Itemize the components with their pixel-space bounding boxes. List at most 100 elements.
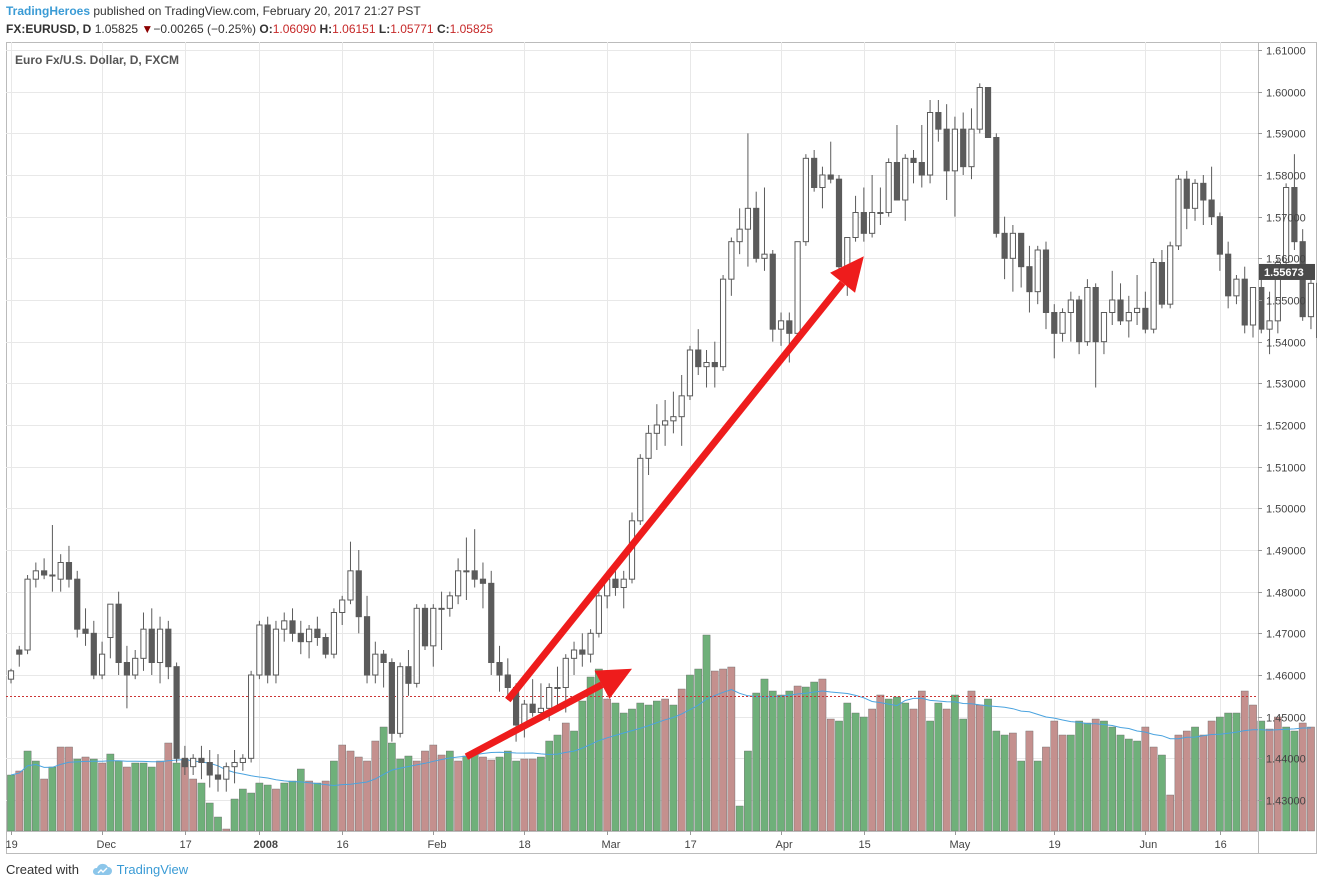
volume-bar	[561, 722, 570, 832]
volume-bar	[247, 792, 255, 832]
candle-body	[893, 162, 901, 201]
volume-bar	[487, 759, 496, 832]
volume-bar	[363, 760, 371, 832]
volume-bar	[379, 726, 388, 832]
volume-bar	[528, 758, 537, 832]
candle-body	[314, 628, 321, 639]
candle-body	[711, 362, 718, 368]
candle-body	[156, 628, 164, 664]
candle-body	[728, 241, 735, 280]
volume-bar	[611, 702, 620, 832]
tradingview-link[interactable]: TradingView	[116, 862, 189, 877]
volume-bar	[586, 676, 595, 832]
volume-bar	[454, 760, 462, 832]
candle-body	[65, 562, 73, 580]
candle-body	[214, 774, 222, 780]
candle-body	[678, 395, 685, 418]
candle-body	[7, 670, 15, 680]
candle-body	[960, 128, 967, 168]
trend-arrow-head	[594, 668, 632, 699]
candle-body	[380, 653, 387, 664]
volume-bar	[1257, 720, 1266, 832]
y-tick-label: 1.53000	[1266, 379, 1306, 391]
candle-body	[1216, 216, 1223, 255]
volume-bar	[156, 760, 164, 832]
volume-bar	[1207, 720, 1216, 832]
volume-bar	[98, 762, 106, 832]
volume-bar	[139, 762, 148, 832]
price-axis[interactable]: 1.61000 1.60000 1.59000 1.58000 1.57000 1.560…	[1258, 46, 1306, 808]
y-tick-label: 1.49000	[1266, 546, 1306, 558]
price-chart[interactable]: 1.61000 1.60000 1.59000 1.58000 1.57000 1.560…	[6, 42, 1317, 854]
low-value: 1.05771	[390, 22, 434, 36]
candle-body	[372, 653, 379, 676]
volume-bar	[462, 755, 471, 832]
volume-bar	[1050, 720, 1059, 832]
candle-body	[190, 757, 197, 768]
candle-body	[993, 137, 1000, 234]
volume-bar	[338, 744, 347, 832]
candle-body	[123, 662, 131, 676]
volume-bar	[1224, 712, 1232, 832]
candle-body	[488, 582, 495, 664]
volume-bar	[197, 782, 206, 832]
candle-body	[703, 362, 710, 368]
volume-bar	[810, 681, 818, 832]
y-tick-label: 1.44000	[1266, 754, 1306, 766]
volume-bar	[653, 700, 661, 832]
volume-bar	[305, 780, 313, 832]
y-tick-label: 1.61000	[1266, 46, 1306, 58]
volume-bar	[1199, 734, 1208, 832]
y-tick-label: 1.54000	[1266, 338, 1306, 350]
volume-bar	[280, 782, 289, 832]
candle-body	[637, 457, 644, 522]
volume-bar	[570, 730, 578, 832]
volume-bar	[131, 762, 139, 832]
x-tick-label: 19	[1049, 839, 1061, 851]
candle-body	[686, 349, 694, 397]
published-text: published on TradingView.com, February 2…	[93, 4, 421, 18]
volume-bar	[752, 692, 760, 832]
candle-body	[82, 628, 89, 634]
volume-bar	[106, 753, 115, 832]
chart-title: Euro Fx/U.S. Dollar, D, FXCM	[15, 53, 179, 67]
x-tick-label: Apr	[776, 839, 793, 851]
x-tick-label: Feb	[428, 839, 447, 851]
volume-bar	[785, 690, 794, 832]
candle-body	[835, 178, 843, 268]
candle-body	[1009, 232, 1016, 259]
candle-body	[339, 599, 346, 614]
candle-body	[902, 157, 909, 201]
created-with-label: Created with	[6, 862, 79, 877]
volume-bar	[32, 760, 40, 832]
candle-body	[1241, 278, 1248, 326]
volume-bar	[230, 798, 239, 832]
volume-bar	[1100, 720, 1108, 832]
y-tick-label: 1.46000	[1266, 671, 1306, 683]
candle-body	[355, 570, 362, 618]
volume-bar	[1124, 738, 1133, 832]
candle-body	[16, 649, 23, 655]
volume-bar	[768, 690, 777, 832]
volume-bar	[636, 702, 645, 832]
tradingview-cloud-icon	[91, 863, 113, 879]
volume-bar	[818, 678, 827, 832]
high-value: 1.06151	[332, 22, 376, 36]
candle-body	[1200, 182, 1207, 201]
volume-bar	[595, 668, 603, 832]
candle-body	[653, 424, 660, 434]
candle-body	[1042, 249, 1050, 314]
volume-bar	[918, 690, 926, 832]
volume-bar	[951, 694, 959, 832]
volume-bar	[1067, 734, 1075, 832]
volume-bar	[835, 720, 843, 832]
volume-bar	[288, 780, 297, 832]
volume-bar	[1017, 760, 1025, 832]
volume-bar	[1133, 740, 1141, 832]
open-value: 1.06090	[272, 22, 317, 36]
volume-bar	[189, 778, 197, 832]
volume-bar	[272, 788, 280, 832]
publisher-link[interactable]: TradingHeroes	[6, 4, 91, 18]
candle-body	[670, 416, 677, 422]
time-axis[interactable]: 19 Dec 17 2008 16 Feb 18 Mar 17 Apr 15 May 19 Jun 16	[6, 831, 1227, 851]
